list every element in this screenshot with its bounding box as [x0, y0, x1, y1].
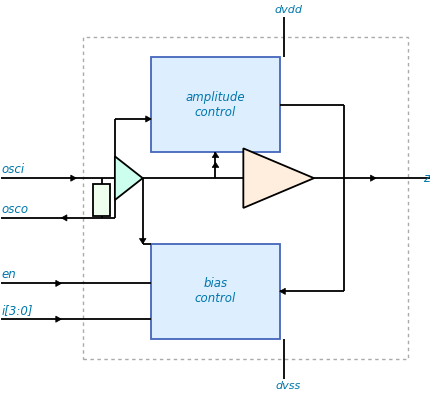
Polygon shape — [61, 215, 67, 221]
Text: amplitude
control: amplitude control — [185, 91, 245, 119]
Polygon shape — [55, 316, 61, 322]
Polygon shape — [115, 156, 142, 200]
Bar — [93, 184, 110, 216]
Bar — [151, 57, 279, 152]
Text: osci: osci — [1, 163, 25, 176]
Text: i[3:0]: i[3:0] — [1, 304, 33, 317]
Text: dvdd: dvdd — [273, 5, 301, 15]
Polygon shape — [212, 152, 218, 158]
Text: osco: osco — [1, 203, 28, 216]
Polygon shape — [139, 238, 146, 244]
Polygon shape — [243, 148, 313, 208]
Polygon shape — [370, 175, 375, 181]
Bar — [151, 244, 279, 339]
Text: bias
control: bias control — [194, 277, 236, 305]
Bar — [83, 37, 407, 359]
Polygon shape — [145, 116, 151, 122]
Polygon shape — [55, 280, 61, 286]
Polygon shape — [279, 288, 285, 294]
Text: en: en — [1, 268, 16, 282]
Text: z: z — [422, 172, 429, 185]
Polygon shape — [71, 175, 76, 181]
Text: dvss: dvss — [275, 381, 300, 391]
Polygon shape — [212, 162, 218, 168]
